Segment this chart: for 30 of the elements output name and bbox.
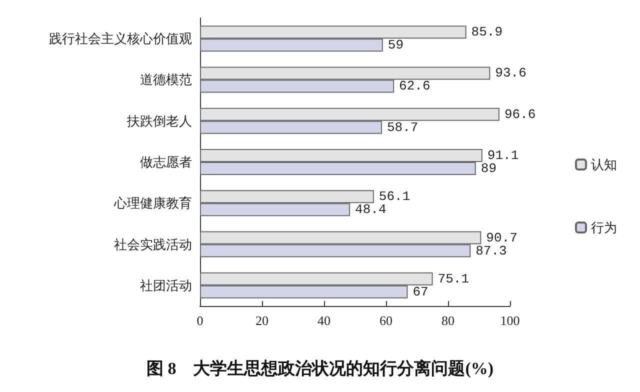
data-label: 91.1 (487, 148, 519, 163)
data-label: 87.3 (476, 243, 507, 258)
data-label: 93.6 (495, 66, 526, 81)
legend-label: 认知 (591, 157, 617, 172)
data-label: 75.1 (438, 271, 470, 286)
y-tick-label: 心理健康教育 (113, 196, 192, 211)
x-tick-label: 80 (442, 313, 454, 328)
data-label: 85.9 (471, 24, 503, 40)
y-tick-label: 践行社会主义核心价值观 (49, 31, 192, 46)
x-tick-label: 40 (318, 313, 330, 328)
legend-label: 行为 (591, 220, 617, 235)
x-tick-label: 60 (380, 313, 392, 328)
data-label: 67 (412, 284, 428, 300)
y-tick-label: 扶跌倒老人 (126, 113, 192, 128)
x-tick-label: 0 (196, 313, 204, 328)
text: 图 8 大学生思想政治状况的知行分离问题(%) (146, 359, 494, 378)
data-label: 58.7 (386, 120, 418, 135)
y-tick-label: 社会实践活动 (114, 236, 192, 252)
data-label: 89 (480, 161, 497, 176)
x-tick-label: 100 (500, 313, 520, 328)
data-label: 56.1 (378, 189, 410, 204)
data-label: 90.7 (486, 230, 518, 246)
data-label: 48.4 (355, 202, 386, 218)
y-tick-label: 道德模范 (140, 72, 192, 88)
x-tick-label: 20 (256, 313, 268, 328)
data-label: 59 (388, 38, 404, 53)
data-label: 96.6 (504, 106, 536, 122)
data-label: 62.6 (399, 78, 430, 94)
y-tick-label: 做志愿者 (140, 154, 192, 170)
y-tick-label: 社团活动 (140, 278, 192, 293)
